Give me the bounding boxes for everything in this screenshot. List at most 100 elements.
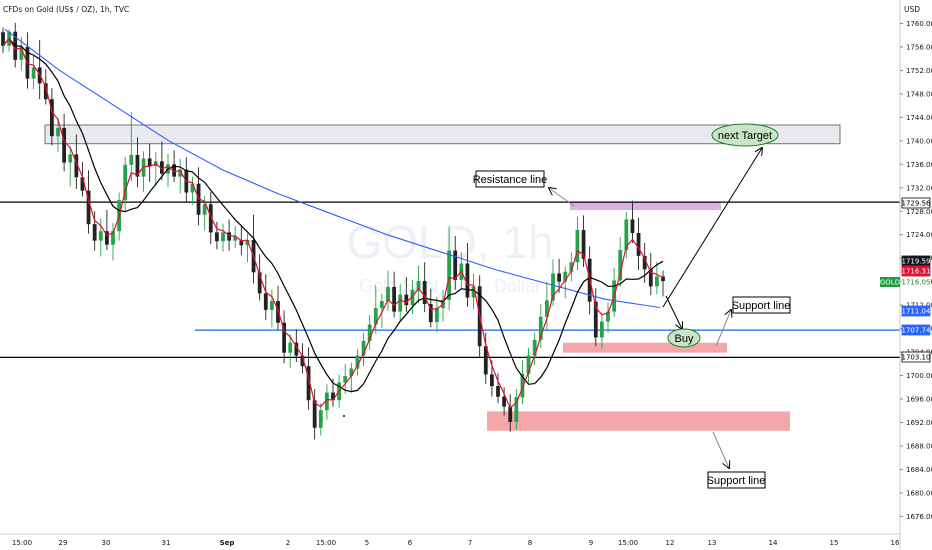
- x-tick-label: 29: [59, 539, 68, 547]
- x-tick-label: 7: [468, 539, 472, 547]
- price-tag-label: 1707.74: [902, 327, 931, 335]
- support-arrow-lower: [712, 431, 729, 468]
- candle-body: [654, 276, 659, 287]
- buy-ellipse: [667, 328, 701, 348]
- zone-2: [563, 342, 727, 353]
- price-tag: [901, 351, 931, 363]
- candle-body: [618, 249, 623, 281]
- candle-body: [214, 232, 219, 242]
- candle-body: [630, 219, 635, 233]
- x-tick-label: 14: [769, 539, 778, 547]
- candle-body: [532, 339, 537, 356]
- y-tick-label: 1684.00: [906, 466, 932, 474]
- x-tick-label: 8: [528, 539, 532, 547]
- candle-body: [123, 164, 128, 201]
- price-tag: [901, 197, 931, 209]
- candle-body: [551, 273, 555, 301]
- price-tag-label: 1711.04: [902, 308, 931, 316]
- zone-3: [487, 411, 790, 431]
- candle-body: [172, 164, 177, 177]
- x-tick-label: 30: [102, 539, 111, 547]
- candle-body: [648, 269, 653, 287]
- candle-body: [465, 263, 470, 298]
- x-tick-label: 15:00: [316, 539, 336, 547]
- candle-body: [257, 272, 262, 294]
- candle-body: [471, 286, 476, 298]
- support-line-box-lower: [707, 471, 766, 489]
- y-tick-label: 1696.00: [906, 396, 932, 404]
- price-tag-label: 1719.59: [902, 258, 931, 266]
- candle-body: [19, 46, 24, 60]
- candle-body: [159, 161, 164, 174]
- candle-body: [239, 240, 244, 246]
- resistance-line-annotation[interactable]: Resistance line: [473, 170, 575, 207]
- candle-body: [294, 342, 299, 356]
- x-tick-label: 9: [589, 539, 593, 547]
- buy-annotation[interactable]: Buy: [665, 295, 701, 348]
- price-tag-label: 1703.10: [902, 354, 931, 362]
- candle-body: [221, 232, 225, 242]
- candle-body: [544, 300, 549, 317]
- next-target-annotation[interactable]: next Target: [662, 123, 779, 308]
- price-tag-label: 1729.56: [902, 200, 931, 208]
- candle-body: [31, 67, 36, 79]
- candle-body: [331, 392, 335, 401]
- candle-body: [147, 158, 152, 167]
- candle-body: [74, 154, 79, 178]
- stray-dot: [343, 415, 345, 417]
- y-tick-label: 1732.00: [906, 184, 932, 192]
- x-tick-label: Sep: [220, 539, 235, 547]
- candle-body: [62, 127, 67, 163]
- currency-label: USD: [904, 5, 920, 14]
- candle-body: [312, 400, 317, 428]
- candle-body: [361, 340, 366, 356]
- y-tick-label: 1760.00: [906, 20, 932, 28]
- symbol-tag-label: GOLD: [880, 279, 900, 287]
- candle-body: [367, 324, 372, 341]
- candle-body: [526, 355, 531, 374]
- candle-body: [593, 301, 598, 338]
- candle-body: [434, 308, 439, 323]
- candle-body: [86, 190, 91, 225]
- candle-body: [398, 294, 403, 312]
- candle-body: [483, 346, 488, 375]
- candle-body: [575, 230, 580, 263]
- price-tag-label: 1716.05: [902, 279, 931, 287]
- candle-body: [68, 154, 73, 163]
- candle-body: [263, 293, 268, 310]
- candle-body: [343, 376, 348, 383]
- support-line-annotation-lower[interactable]: Support line: [707, 431, 766, 489]
- candle-body: [349, 368, 354, 377]
- x-tick-label: 31: [162, 539, 171, 547]
- candle-body: [581, 230, 586, 259]
- y-tick-label: 1748.00: [906, 90, 932, 98]
- candle-body: [178, 169, 183, 177]
- candle-body: [282, 322, 287, 353]
- candle-body: [538, 316, 543, 340]
- y-tick-label: 1752.00: [906, 67, 932, 75]
- support-line-label-upper: Support line: [732, 300, 791, 312]
- candle-body: [428, 303, 433, 323]
- y-tick-label: 1680.00: [906, 489, 932, 497]
- ma-slow-line: [2, 37, 664, 393]
- candle-body: [227, 232, 232, 241]
- candle-body: [111, 231, 115, 245]
- candle-body: [520, 373, 525, 398]
- support-line-label-lower: Support line: [707, 475, 766, 487]
- y-tick-label: 1736.00: [906, 161, 932, 169]
- candle-body: [318, 410, 323, 428]
- x-tick-label: 5: [365, 539, 369, 547]
- zone-1: [570, 201, 721, 211]
- support-line-box-upper: [732, 296, 791, 314]
- candle-body: [642, 255, 647, 270]
- candle-body: [557, 273, 562, 282]
- resistance-line-box: [475, 170, 545, 188]
- candle-body: [508, 406, 513, 422]
- next-target-ellipse: [711, 123, 779, 147]
- candle-body: [422, 281, 427, 304]
- candle-body: [416, 281, 421, 290]
- x-tick-label: 12: [666, 539, 675, 547]
- support-line-annotation-upper[interactable]: Support line: [715, 296, 791, 347]
- zone-0: [44, 124, 841, 145]
